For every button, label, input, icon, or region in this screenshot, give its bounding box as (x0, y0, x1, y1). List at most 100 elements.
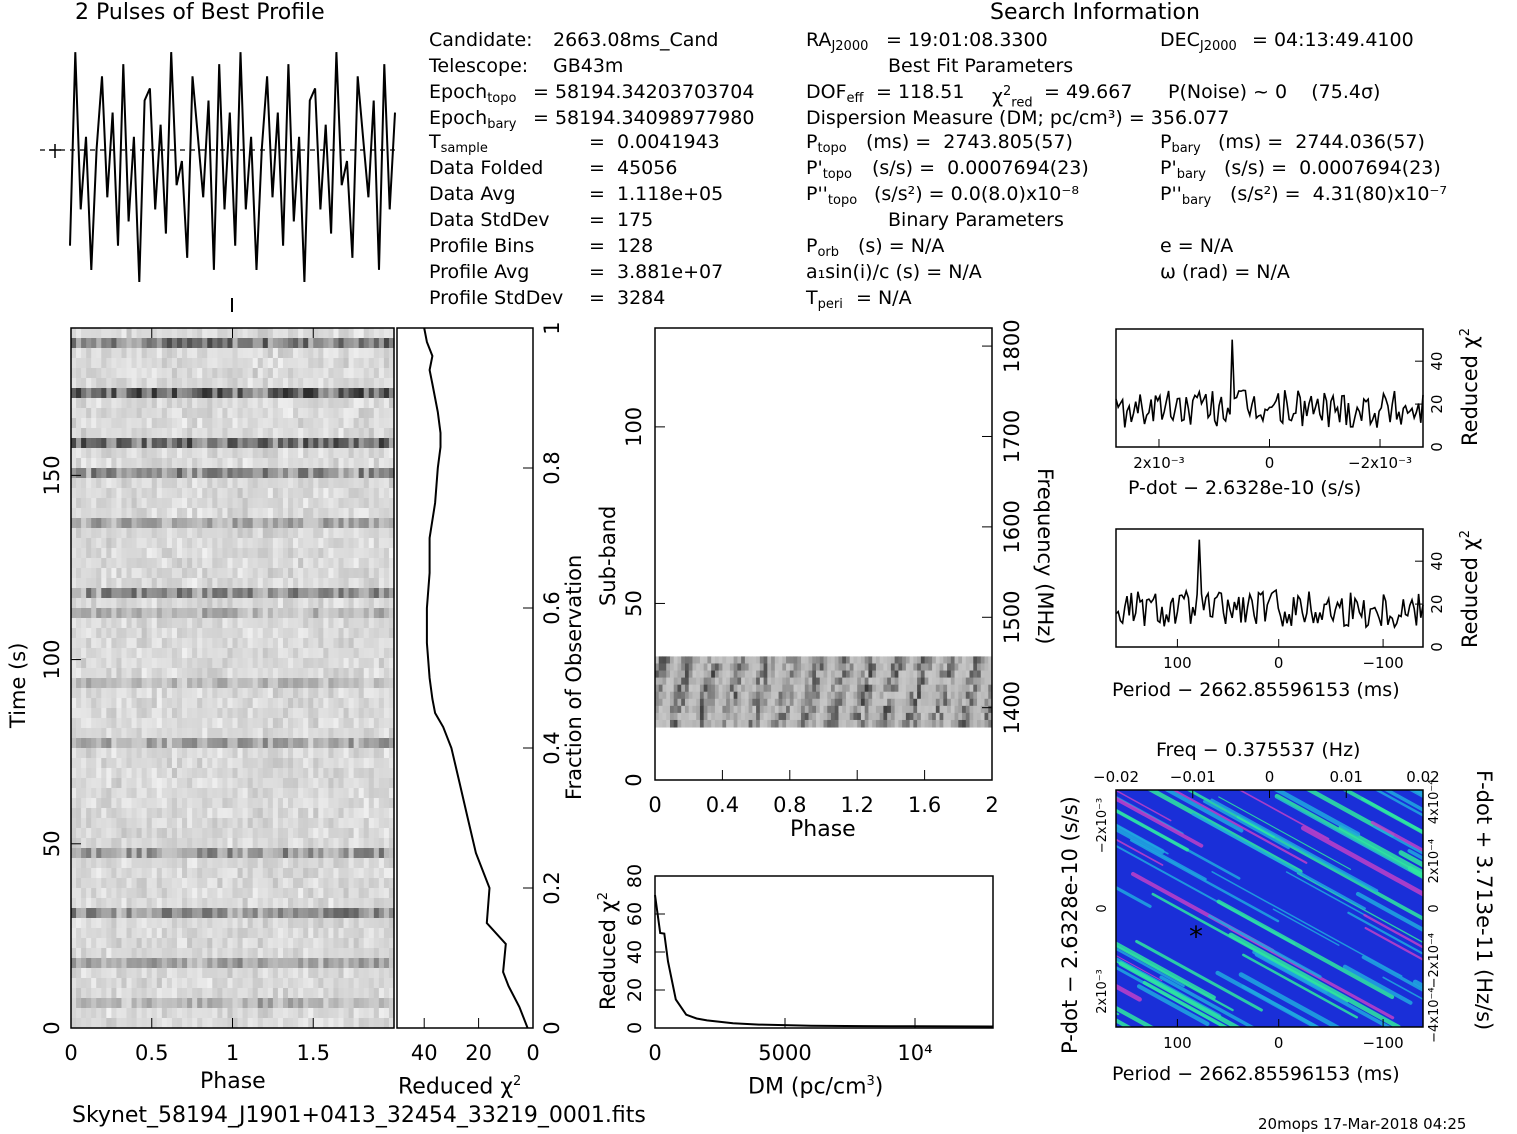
time-phase-cell (283, 488, 289, 499)
time-phase-cell (364, 788, 370, 799)
time-phase-cell (328, 368, 334, 379)
time-phase-cell (212, 938, 218, 949)
time-phase-cell (333, 588, 339, 599)
time-phase-cell (273, 458, 279, 469)
subband-cell (962, 663, 966, 671)
time-phase-cell (91, 498, 97, 509)
time-phase-cell (328, 718, 334, 729)
time-phase-cell (238, 728, 244, 739)
time-phase-cell (152, 738, 158, 749)
time-phase-cell (227, 918, 233, 929)
time-phase-cell (374, 448, 380, 459)
time-phase-cell (116, 888, 122, 899)
time-phase-cell (76, 618, 82, 629)
time-phase-cell (243, 758, 249, 769)
time-phase-cell (318, 468, 324, 479)
time-phase-cell (333, 388, 339, 399)
time-phase-cell (338, 738, 344, 749)
time-phase-cell (162, 458, 168, 469)
time-phase-cell (273, 878, 279, 889)
time-phase-cell (147, 388, 153, 399)
time-phase-cell (248, 958, 254, 969)
time-phase-cell (147, 728, 153, 739)
time-phase-cell (101, 538, 107, 549)
time-phase-cell (278, 508, 284, 519)
time-phase-cell (86, 1018, 92, 1029)
time-phase-cell (147, 708, 153, 719)
time-phase-cell (71, 648, 77, 659)
time-phase-cell (81, 1008, 87, 1019)
subband-cell (801, 678, 805, 686)
time-phase-cell (152, 998, 158, 1009)
time-phase-cell (263, 568, 269, 579)
time-phase-cell (233, 428, 239, 439)
time-phase-cell (364, 328, 370, 339)
time-phase-cell (202, 518, 208, 529)
time-phase-cell (147, 758, 153, 769)
time-phase-cell (278, 678, 284, 689)
chi2time-frame (397, 328, 533, 1028)
time-phase-cell (172, 378, 178, 389)
time-phase-cell (318, 558, 324, 569)
time-phase-cell (349, 358, 355, 369)
time-phase-cell (253, 328, 259, 339)
time-phase-cell (86, 888, 92, 899)
time-phase-cell (273, 498, 279, 509)
time-phase-cell (374, 568, 380, 579)
time-phase-cell (132, 988, 138, 999)
time-phase-cell (172, 788, 178, 799)
time-phase-cell (323, 858, 329, 869)
time-phase-cell (268, 998, 274, 1009)
subband-cell (812, 671, 816, 679)
time-phase-cell (323, 818, 329, 829)
time-phase-cell (338, 998, 344, 1009)
time-phase-cell (333, 538, 339, 549)
time-phase-cell (313, 628, 319, 639)
time-phase-cell (111, 528, 117, 539)
time-phase-cell (344, 808, 350, 819)
time-phase-cell (227, 678, 233, 689)
time-phase-cell (192, 808, 198, 819)
time-phase-cell (344, 978, 350, 989)
time-phase-cell (369, 998, 375, 1009)
time-phase-cell (313, 678, 319, 689)
time-phase-cell (233, 768, 239, 779)
time-phase-cell (318, 868, 324, 879)
time-phase-cell (359, 878, 365, 889)
time-phase-cell (384, 658, 390, 669)
time-phase-cell (162, 878, 168, 889)
time-phase-cell (222, 768, 228, 779)
time-phase-cell (333, 498, 339, 509)
time-phase-cell (364, 848, 370, 859)
time-phase-cell (167, 678, 173, 689)
time-phase-cell (86, 508, 92, 519)
time-phase-cell (217, 478, 223, 489)
time-phase-cell (137, 478, 143, 489)
subband-cell (689, 663, 693, 671)
time-phase-cell (172, 858, 178, 869)
time-phase-cell (101, 548, 107, 559)
time-phase-cell (369, 988, 375, 999)
time-phase-cell (344, 608, 350, 619)
time-phase-cell (71, 538, 77, 549)
time-phase-cell (101, 778, 107, 789)
time-phase-cell (101, 628, 107, 639)
time-phase-cell (349, 338, 355, 349)
time-phase-cell (162, 688, 168, 699)
time-phase-cell (157, 878, 163, 889)
time-phase-cell (111, 688, 117, 699)
time-phase-cell (101, 728, 107, 739)
time-phase-cell (197, 848, 203, 859)
time-phase-cell (328, 678, 334, 689)
subband-cell (689, 671, 693, 679)
subband-cell (985, 663, 989, 671)
time-phase-cell (182, 648, 188, 659)
time-phase-cell (222, 528, 228, 539)
time-phase-cell (308, 528, 314, 539)
time-phase-cell (101, 978, 107, 989)
time-phase-cell (76, 698, 82, 709)
time-phase-cell (207, 648, 213, 659)
time-phase-cell (227, 828, 233, 839)
time-phase-cell (222, 798, 228, 809)
time-phase-cell (212, 818, 218, 829)
